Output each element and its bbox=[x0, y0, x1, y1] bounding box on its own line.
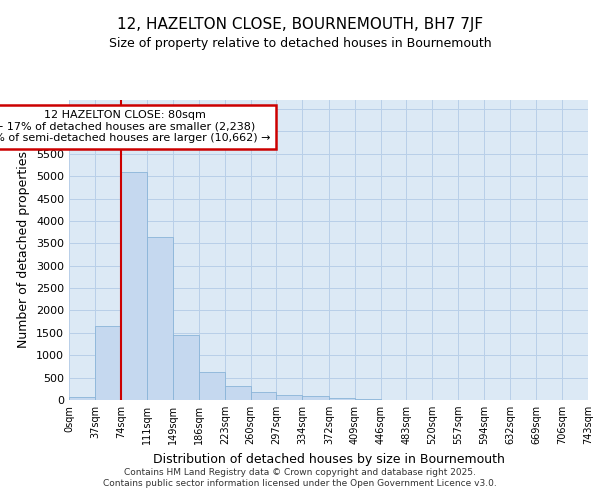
Y-axis label: Number of detached properties: Number of detached properties bbox=[17, 152, 31, 348]
Bar bbox=[95, 326, 121, 400]
X-axis label: Distribution of detached houses by size in Bournemouth: Distribution of detached houses by size … bbox=[152, 452, 505, 466]
Bar bbox=[121, 172, 146, 400]
Bar bbox=[199, 372, 225, 400]
Bar bbox=[146, 236, 173, 400]
Text: 12, HAZELTON CLOSE, BOURNEMOUTH, BH7 7JF: 12, HAZELTON CLOSE, BOURNEMOUTH, BH7 7JF bbox=[117, 18, 483, 32]
Bar bbox=[302, 396, 329, 400]
Text: Contains HM Land Registry data © Crown copyright and database right 2025.
Contai: Contains HM Land Registry data © Crown c… bbox=[103, 468, 497, 487]
Text: Size of property relative to detached houses in Bournemouth: Size of property relative to detached ho… bbox=[109, 38, 491, 51]
Bar bbox=[69, 398, 95, 400]
Bar bbox=[173, 335, 199, 400]
Text: 12 HAZELTON CLOSE: 80sqm
← 17% of detached houses are smaller (2,238)
82% of sem: 12 HAZELTON CLOSE: 80sqm ← 17% of detach… bbox=[0, 110, 270, 144]
Bar bbox=[277, 394, 302, 400]
Bar bbox=[251, 392, 277, 400]
Bar bbox=[225, 386, 251, 400]
Bar bbox=[329, 398, 355, 400]
